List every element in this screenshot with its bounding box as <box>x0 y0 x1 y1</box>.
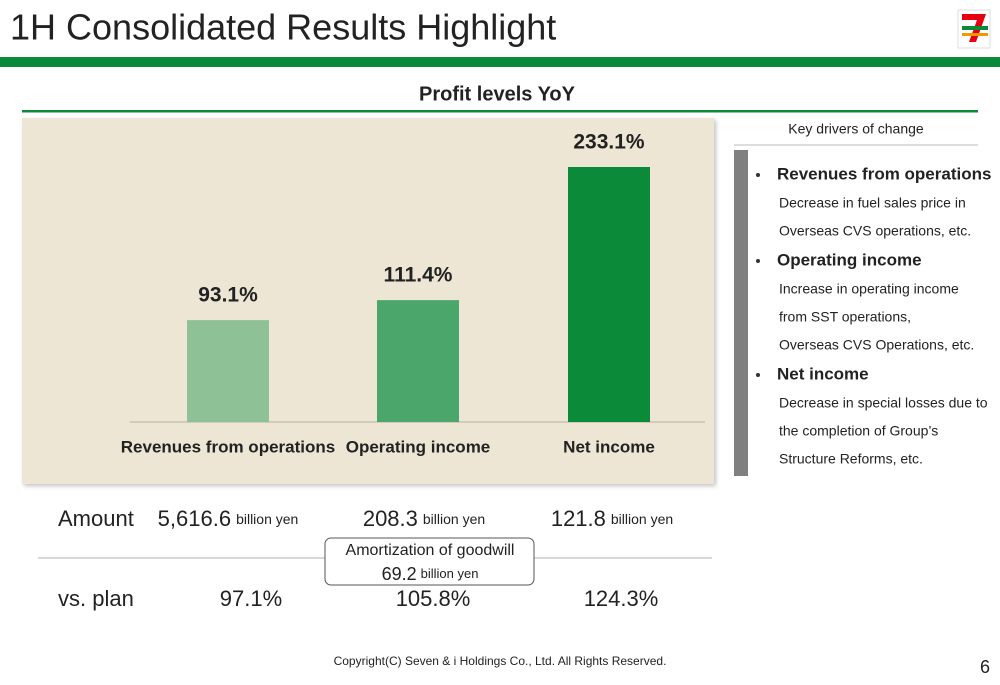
driver-line: Overseas CVS Operations, etc. <box>779 337 974 353</box>
slide-title: 1H Consolidated Results Highlight <box>10 7 556 48</box>
driver-heading: Revenues from operations <box>777 164 991 183</box>
amount-unit: billion yen <box>236 511 298 527</box>
driver-line: the completion of Group’s <box>779 423 938 439</box>
page-number: 6 <box>980 657 990 677</box>
value-label: 93.1% <box>198 284 258 307</box>
chart-title: Profit levels YoY <box>419 83 576 105</box>
note-box <box>324 537 535 586</box>
value-label: 233.1% <box>573 131 645 154</box>
note-value: 69.2 <box>382 564 417 584</box>
bar <box>187 320 269 422</box>
amount-value: 5,616.6 <box>158 506 231 531</box>
note-unit: billion yen <box>421 566 479 581</box>
header-band <box>0 57 1000 67</box>
category-label: Operating income <box>346 437 491 456</box>
bullet <box>756 259 760 263</box>
value-label: 111.4% <box>384 264 453 287</box>
amount-unit: billion yen <box>423 511 485 527</box>
driver-heading: Net income <box>777 364 869 383</box>
amount-unit: billion yen <box>611 511 673 527</box>
driver-line: Overseas CVS operations, etc. <box>779 223 971 239</box>
driver-heading: Operating income <box>777 250 922 269</box>
amount: 5,616.6 billion yen <box>158 506 299 531</box>
plan-value: 124.3% <box>584 586 659 611</box>
amount-value: 208.3 <box>363 506 418 531</box>
driver-line: from SST operations, <box>779 309 911 325</box>
plan-value: 97.1% <box>220 586 282 611</box>
plan-label: vs. plan <box>58 586 134 611</box>
note-title: Amortization of goodwill <box>346 542 515 559</box>
driver-line: Increase in operating income <box>779 281 959 297</box>
note-amount: 69.2 billion yen <box>382 564 479 584</box>
amount-value: 121.8 <box>551 506 606 531</box>
driver-line: Decrease in special losses due to <box>779 395 988 411</box>
title-rule <box>22 110 978 113</box>
bullet <box>756 173 760 177</box>
logo <box>957 9 991 49</box>
bar <box>377 300 459 422</box>
bar <box>568 167 650 422</box>
drivers-bar <box>734 150 748 476</box>
plan-values: 97.1% 105.8% 124.3% <box>220 586 659 611</box>
drivers-title: Key drivers of change <box>788 121 924 137</box>
amount: 121.8 billion yen <box>551 506 673 531</box>
category-label: Net income <box>563 437 655 456</box>
amount-label: Amount <box>58 506 134 531</box>
amounts: 5,616.6 billion yen 208.3 billion yen 121.8 b… <box>158 506 674 531</box>
copyright: Copyright(C) Seven & i Holdings Co., Ltd… <box>334 654 667 668</box>
category-label: Revenues from operations <box>121 437 335 456</box>
amount: 208.3 billion yen <box>363 506 485 531</box>
plan-value: 105.8% <box>396 586 471 611</box>
bullet <box>756 373 760 377</box>
drivers-list: Revenues from operations Decrease in fuel… <box>756 164 991 467</box>
chart: 93.1% Revenues from operations 111.4% Opera… <box>121 131 655 457</box>
driver-line: Structure Reforms, etc. <box>779 451 923 467</box>
driver-line: Decrease in fuel sales price in <box>779 195 966 211</box>
